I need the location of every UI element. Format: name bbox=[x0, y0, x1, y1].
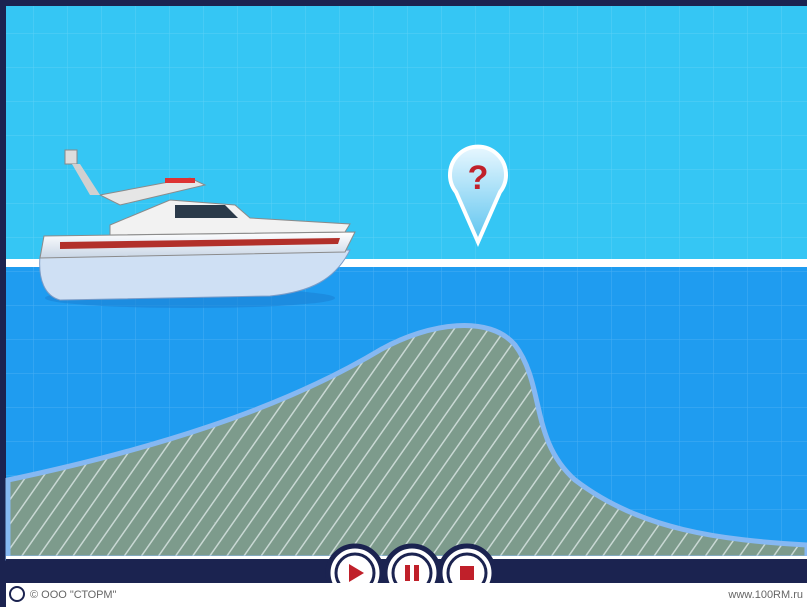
copyright: © ООО "СТОРМ" bbox=[30, 589, 117, 601]
page: ? © ООО "СТОРМ" www.100RM.ru (() => { co… bbox=[0, 0, 807, 607]
animation-player: ? © ООО "СТОРМ" www.100RM.ru bbox=[0, 0, 807, 607]
footer bbox=[6, 583, 807, 607]
marker-label: ? bbox=[468, 159, 489, 197]
logo-icon bbox=[10, 587, 24, 601]
website: www.100RM.ru bbox=[727, 589, 803, 601]
